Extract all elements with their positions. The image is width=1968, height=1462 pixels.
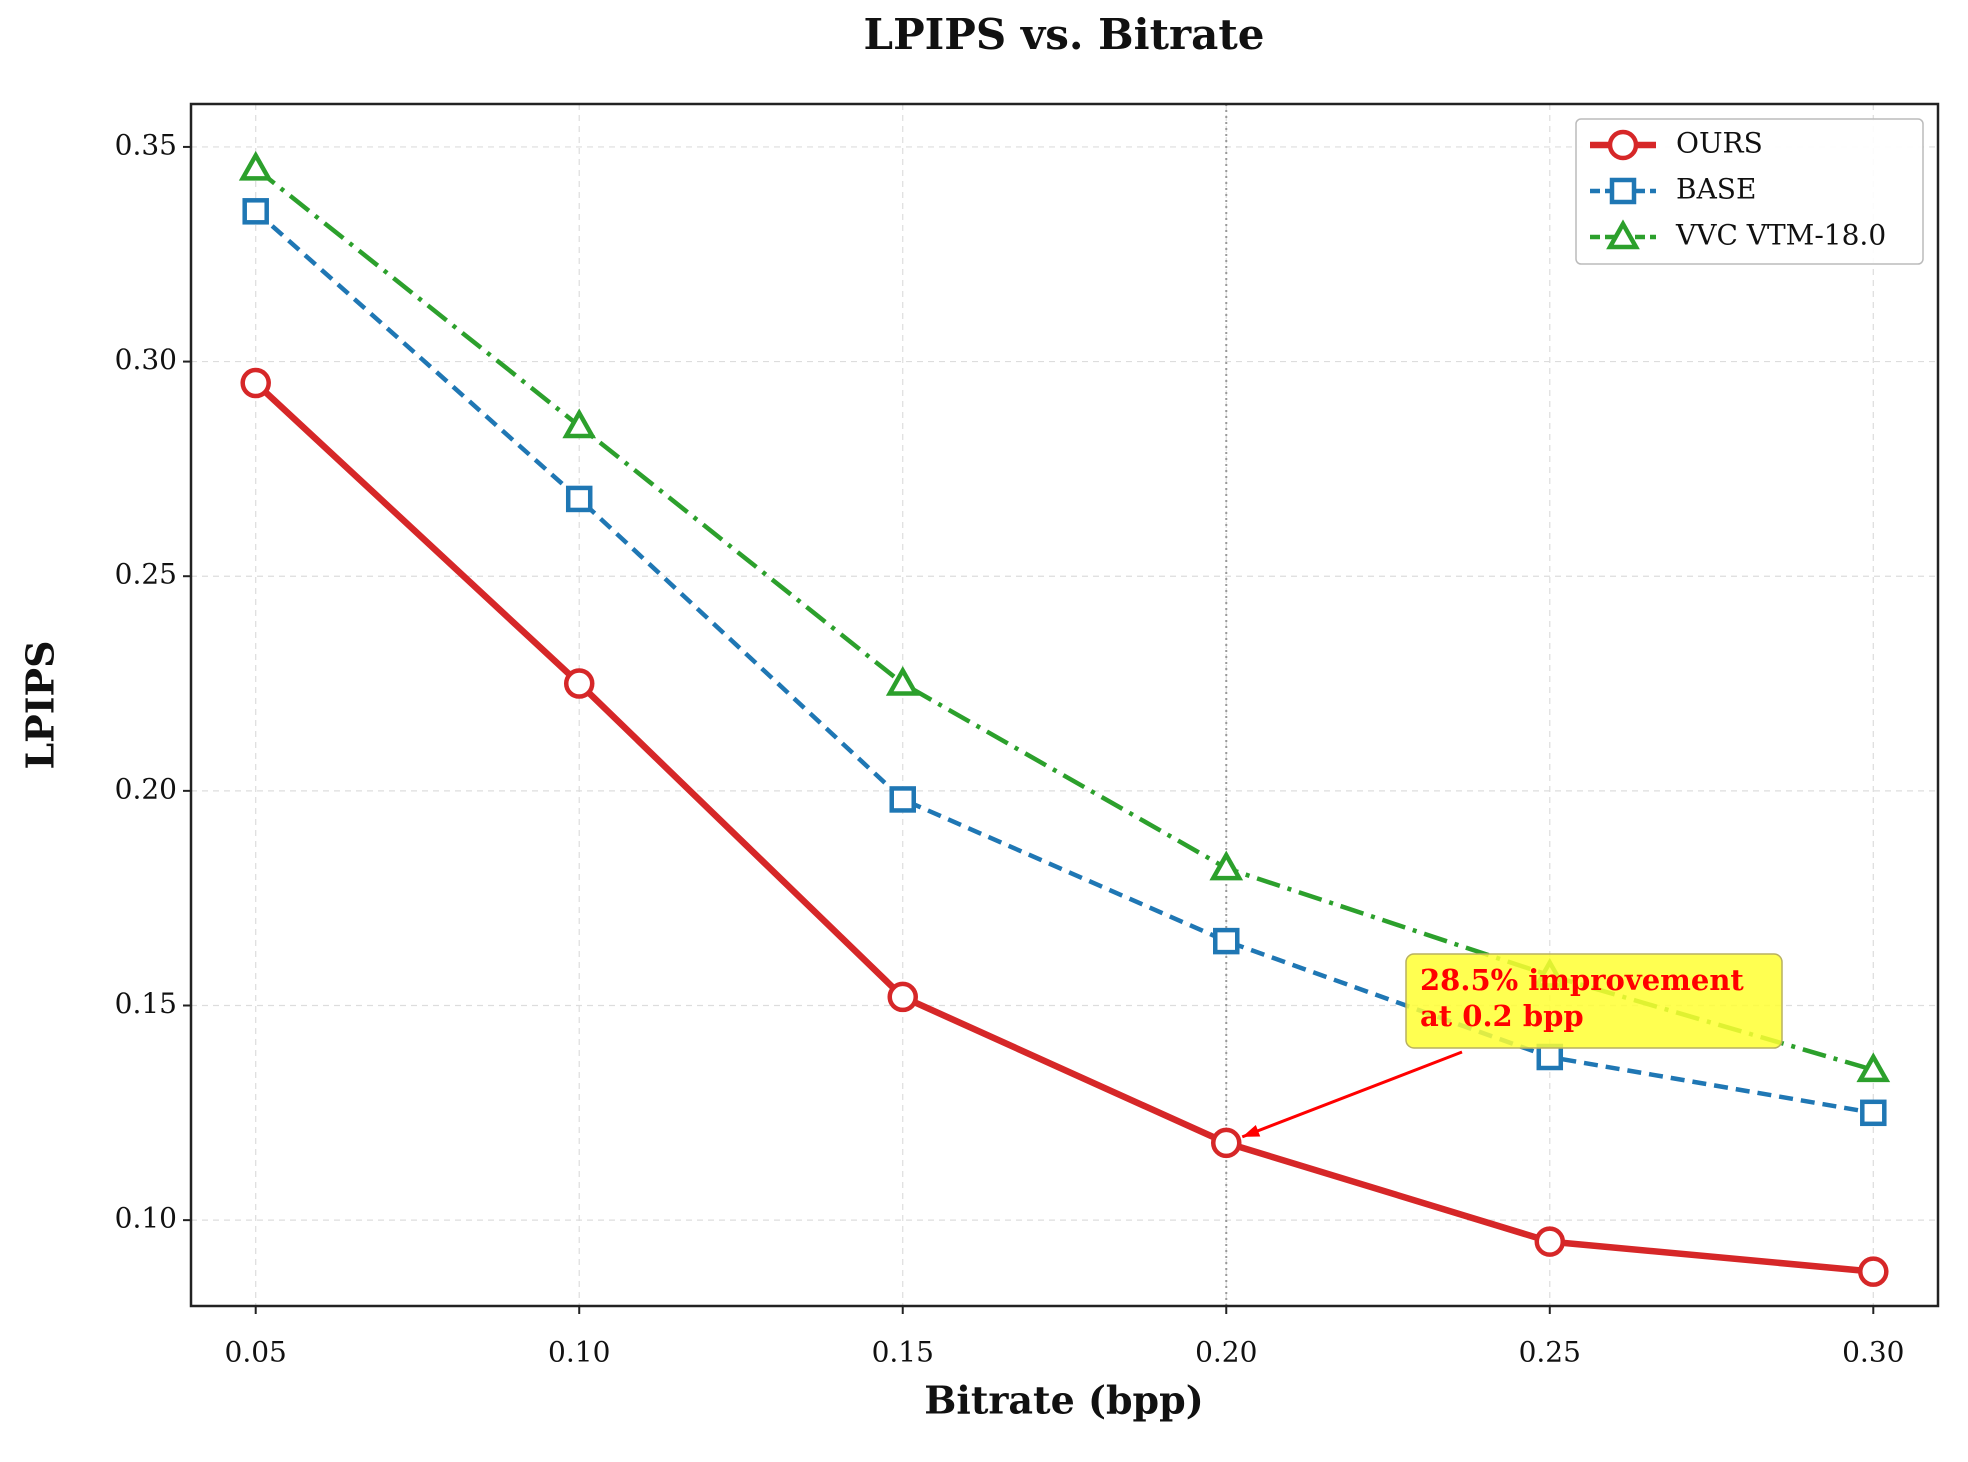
legend-box	[1575, 118, 1924, 265]
marker	[1213, 927, 1240, 955]
annotation-arrowhead	[1242, 1125, 1261, 1137]
marker	[240, 367, 271, 399]
series-line	[254, 166, 1874, 1073]
series-line	[253, 380, 1874, 1275]
x-axis-label: Bitrate (bpp)	[924, 1378, 1203, 1423]
x-tick-label: 0.05	[225, 1336, 287, 1369]
marker	[1534, 1226, 1566, 1257]
marker	[1606, 219, 1640, 250]
y-tick-label: 0.10	[115, 1202, 177, 1235]
marker	[1858, 1256, 1889, 1287]
x-tick-label: 0.10	[548, 1336, 610, 1369]
y-axis-label: LPIPS	[18, 640, 63, 769]
annotation-box	[1405, 953, 1783, 1049]
marker	[565, 485, 593, 513]
marker	[885, 665, 920, 696]
y-tick-label: 0.25	[115, 558, 177, 591]
annotation-text: 28.5% improvement	[1420, 963, 1744, 997]
x-tick-label: 0.30	[1842, 1336, 1904, 1369]
marker	[562, 408, 597, 439]
marker	[889, 786, 916, 813]
legend-label: BASE	[1676, 173, 1756, 206]
marker	[242, 198, 269, 225]
x-tick-label: 0.15	[872, 1336, 934, 1369]
marker	[563, 668, 595, 699]
marker	[1211, 1127, 1242, 1159]
marker	[1860, 1099, 1887, 1127]
marker	[1856, 1052, 1891, 1083]
annotation-text: at 0.2 bpp	[1420, 999, 1584, 1033]
marker	[1209, 850, 1244, 881]
legend-label: OURS	[1676, 127, 1763, 160]
marker	[1609, 177, 1637, 205]
y-tick-label: 0.30	[115, 343, 177, 376]
y-tick-label: 0.35	[115, 128, 177, 161]
marker	[238, 150, 273, 181]
y-tick-label: 0.20	[115, 772, 177, 805]
marker	[887, 981, 918, 1013]
chart-title: LPIPS vs. Bitrate	[864, 10, 1265, 59]
marker	[1536, 1043, 1564, 1071]
x-tick-label: 0.25	[1519, 1336, 1581, 1369]
series-line	[254, 209, 1874, 1116]
x-tick-label: 0.20	[1195, 1336, 1257, 1369]
legend-label: VVC VTM-18.0	[1675, 219, 1886, 252]
y-tick-label: 0.15	[115, 987, 177, 1020]
marker	[1607, 129, 1639, 161]
annotation-arrow	[1241, 1050, 1463, 1139]
plot-frame	[189, 102, 1940, 1308]
